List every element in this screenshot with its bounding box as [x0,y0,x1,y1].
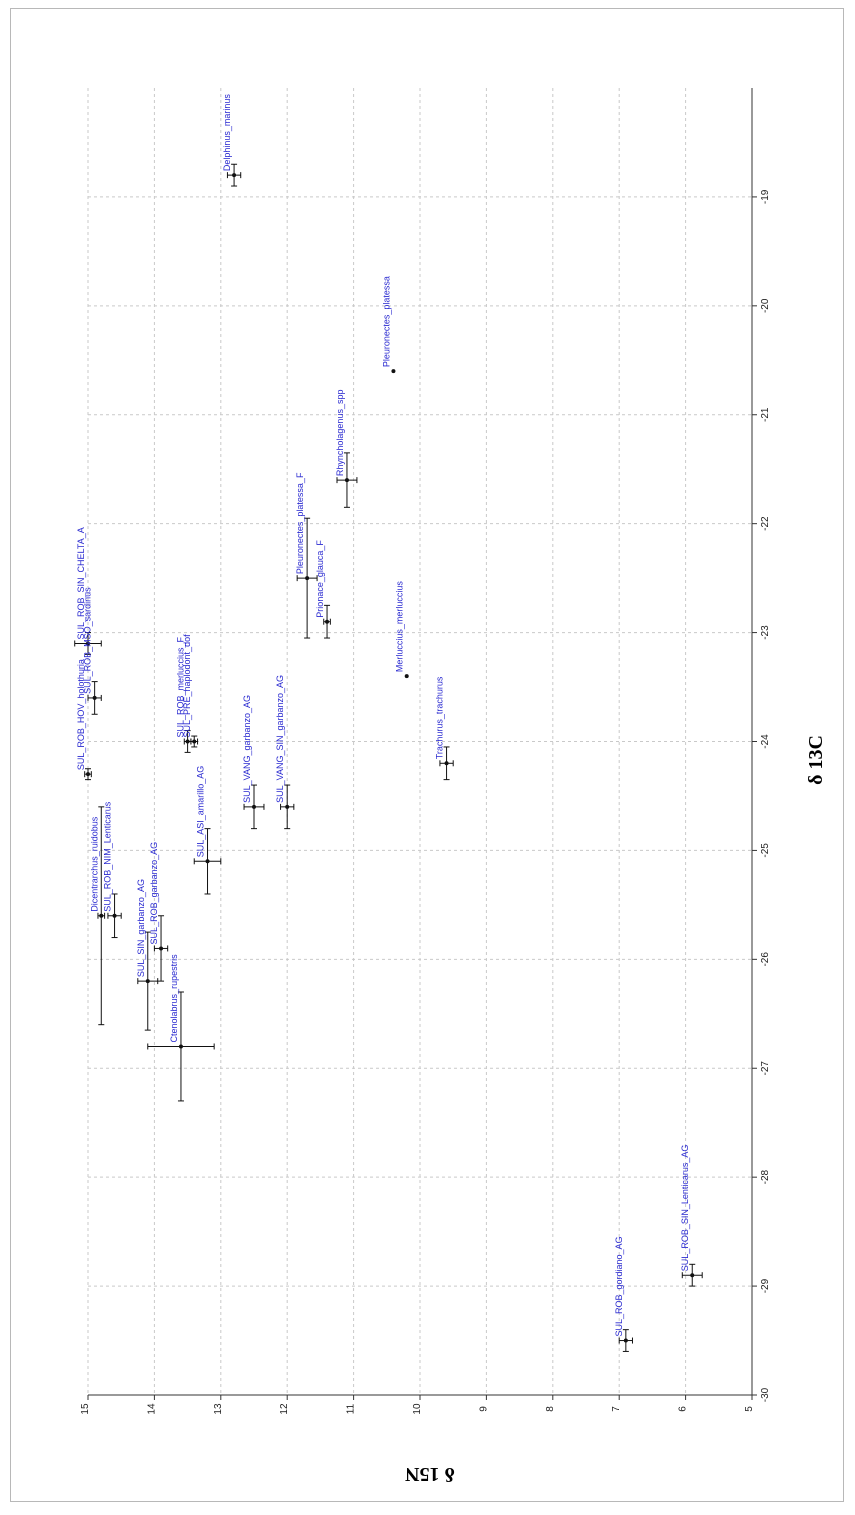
point-label: Ctenolabrus_rupestris [169,954,179,1043]
y-tick-label: 12 [279,1403,290,1415]
y-tick-label: 7 [611,1406,622,1412]
data-point-group: Merluccius_merluccius [395,581,409,679]
x-tick-label: -22 [760,516,771,531]
y-tick-label: 11 [346,1403,357,1414]
data-point-group: Pleuronectes_platessa [381,276,396,374]
data-point-group: SUL_ROB_HOV_holothuria [76,659,92,781]
point-label: SUL_ROB_garbanzo_AG [149,842,159,945]
data-point-group: SUL_VANG_garbanzo_AG [242,695,265,830]
y-tick-label: 13 [213,1403,224,1415]
data-point [178,1044,183,1049]
y-tick-label: 9 [478,1406,489,1412]
data-point [305,576,310,581]
point-label: SUL_PRE_haplodont_dof [182,634,192,738]
y-tick-label: 10 [412,1403,423,1415]
data-point [92,695,97,700]
x-tick-label: -26 [760,952,771,967]
y-tick-label: 14 [146,1403,157,1415]
x-tick-label: -23 [760,625,771,640]
data-point [391,369,396,374]
x-axis-title: δ 13C [805,735,827,785]
data-point [86,641,90,646]
data-point [623,1338,628,1343]
data-point-group: Ctenolabrus_rupestris [147,954,215,1102]
point-label: Merluccius_merluccius [395,581,405,673]
x-tick-label: -19 [760,189,771,204]
data-point-group: Trachurus_trachurus [435,676,454,781]
x-tick-label: -30 [760,1387,771,1402]
data-point-group: Rhyncholagenus_spp [335,390,358,508]
chart-frame [10,8,844,1502]
data-point [252,804,256,809]
point-label: SUL_SIN_garbanzo_AG [136,879,146,977]
data-point-group: SUL_ROB_gordiano_AG [614,1236,633,1352]
data-point [344,478,349,483]
data-point [145,979,150,984]
point-label: Dicentrarchus_ruidobus [89,816,99,912]
y-tick-label: 5 [744,1406,755,1412]
x-tick-label: -25 [760,843,771,858]
data-point [99,913,104,918]
data-point-group: SUL_ASI_amarillo_AG [193,766,222,895]
point-label: Pleuronectes_platessa [381,276,391,367]
data-point [690,1273,695,1278]
point-label: SUL_VANG_garbanzo_AG [242,695,252,803]
data-point [112,913,117,918]
x-tick-label: -28 [760,1170,771,1185]
axes [87,88,757,1400]
x-tick-label: -27 [760,1061,771,1076]
point-label: SUL_ROB_SIN_Lenticarus_AG [680,1145,690,1272]
data-point [325,619,330,624]
data-point-group: Pleuronectes_platessa_F [295,472,318,639]
x-tick-label: -20 [760,298,771,313]
data-point-group: Dicentrarchus_ruidobus [89,806,106,1026]
data-point-group: Prionace_glauca_F [315,540,331,639]
point-label: Prionace_glauca_F [315,540,325,618]
data-point [86,772,90,777]
y-axis-title: δ 15N [405,1463,455,1485]
y-tick-label: 6 [678,1406,689,1412]
x-tick-label: -24 [760,734,771,749]
data-point [185,739,190,744]
data-point-group: SUL_ROB_SIN_Lenticarus_AG [680,1145,703,1287]
x-tick-label: -29 [760,1278,771,1293]
data-point-group: Delphinus_marinus [222,94,242,187]
data-point [285,804,290,809]
data-point [159,946,164,951]
tick-labels: -30 -29 -28 -27 -26 -25 -24 -23 -22 -21 -20 -19 5 6 7 8… [80,189,771,1414]
data-point [232,173,237,178]
data-point [192,739,197,744]
point-label: SUL_ROB_NIM_Lenticarus [103,801,113,912]
data-point-group: SUL_ROB_SIN_CHELTA_A [74,527,102,655]
data-point-group: SUL_SIN_garbanzo_AG [136,879,159,1031]
data-point [205,859,210,864]
x-tick-label: -21 [760,407,771,422]
data-point-group: SUL_VANG_SIN_garbanzo_AG [275,675,295,830]
data-point [404,674,409,679]
data-point-group: SUL_ROB_garbanzo_AG [149,842,169,982]
y-tick-label: 8 [545,1406,556,1412]
data-point-group: SUL_ROB_MSO_sardinus [83,587,102,715]
point-label: SUL_VANG_SIN_garbanzo_AG [275,675,285,803]
data-point-group: SUL_ROB_NIM_Lenticarus [103,801,122,939]
point-label: Trachurus_trachurus [435,676,445,759]
point-label: SUL_ROB_gordiano_AG [614,1236,624,1336]
point-label: SUL_ROB_MSO_sardinus [83,587,93,694]
point-label: SUL_ASI_amarillo_AG [196,766,206,858]
point-label: SUL_ROB_merluccius_F [176,636,186,737]
point-label: Delphinus_marinus [222,94,232,172]
data-points: Delphinus_marinus Pleuronectes_platessa Rh… [74,94,703,1352]
point-label: Pleuronectes_platessa_F [295,472,305,574]
data-point [444,761,449,766]
data-point-group: SUL_PRE_haplodont_dof [182,634,199,748]
point-label: SUL_ROB_SIN_CHELTA_A [76,527,86,639]
point-label: Rhyncholagenus_spp [335,390,345,477]
point-label: SUL_ROB_HOV_holothuria [76,659,86,770]
y-tick-label: 15 [80,1403,91,1415]
